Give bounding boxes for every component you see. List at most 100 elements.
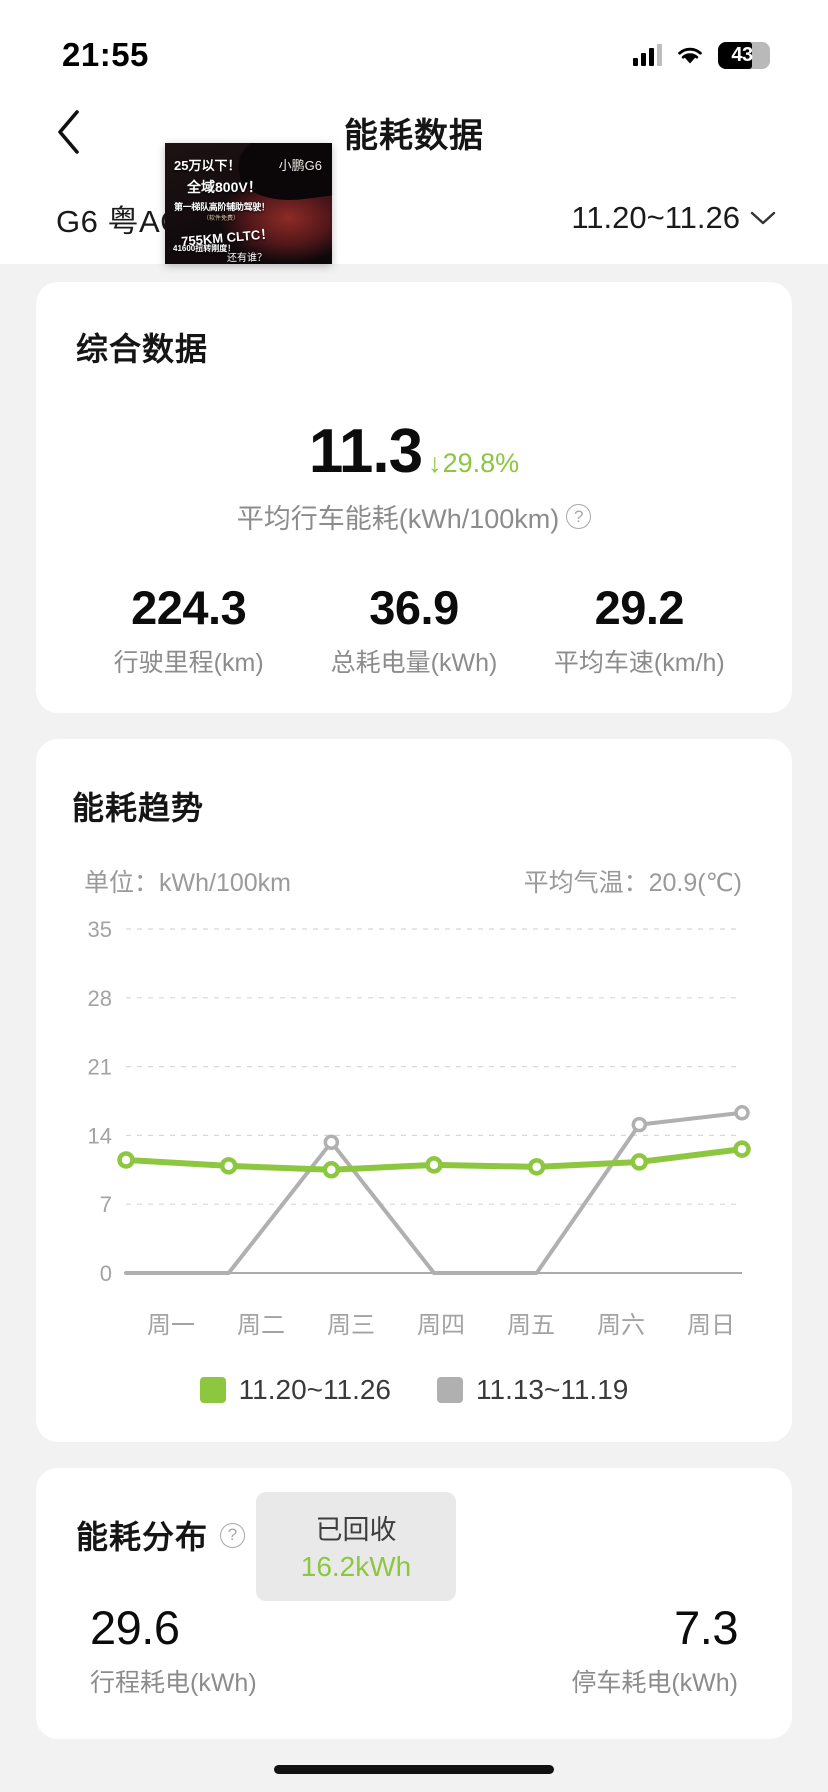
distribution-card-title: 能耗分布 xyxy=(76,1519,209,1555)
stat-label: 总耗电量(kWh) xyxy=(330,649,498,677)
legend-item-current[interactable]: 11.20~11.26 xyxy=(199,1374,391,1406)
toast-value: 16.2kWh xyxy=(300,1551,412,1582)
x-axis-tick-label: 周五 xyxy=(507,1312,555,1339)
status-icons: 43 xyxy=(633,41,770,69)
hero-label-row: 平均行车能耗(kWh/100km) ? xyxy=(76,497,752,536)
dist-value: 29.6 xyxy=(90,1601,180,1654)
video-caption-3: 第一梯队高阶辅助驾驶！ xyxy=(174,202,270,212)
x-axis-tick-label: 周三 xyxy=(327,1312,375,1339)
summary-card: 综合数据 11.3 ↓ 29.8% 平均行车能耗(kWh/100km) ? 22… xyxy=(36,282,792,713)
chart-point xyxy=(323,1134,340,1151)
date-range-selector[interactable]: 11.20~11.26 xyxy=(571,200,776,236)
dist-trip-energy: 29.6 行程耗电(kWh) xyxy=(76,1600,306,1699)
stat-label: 平均车速(km/h) xyxy=(553,649,725,677)
chart-gridlines xyxy=(126,928,742,1274)
stat-value: 224.3 xyxy=(131,581,247,634)
chart-point xyxy=(117,1151,135,1169)
stat-value: 36.9 xyxy=(369,581,459,634)
trend-unit-label: 单位：kWh/100km xyxy=(84,869,291,897)
chart-point xyxy=(630,1153,649,1171)
status-bar: 21:55 43 xyxy=(0,0,828,92)
hero-metric: 11.3 ↓ 29.8% 平均行车能耗(kWh/100km) ? xyxy=(76,416,752,536)
stat-avg-speed: 29.2 平均车速(km/h) xyxy=(527,580,752,679)
chart-x-axis-labels: 周一 周二 周三 周四 周五 周六 周日 xyxy=(72,1305,756,1340)
scroll-content[interactable]: 综合数据 11.3 ↓ 29.8% 平均行车能耗(kWh/100km) ? 22… xyxy=(0,264,828,1792)
chart-point xyxy=(322,1161,341,1179)
chart-point xyxy=(425,1156,443,1174)
trend-temp-label: 平均气温：20.9(℃) xyxy=(523,869,742,897)
hero-value: 11.3 xyxy=(308,417,423,486)
svg-text:28: 28 xyxy=(88,986,112,1011)
question-mark-icon[interactable]: ? xyxy=(566,504,592,529)
x-axis-tick-label: 周二 xyxy=(237,1312,285,1339)
legend-swatch xyxy=(437,1377,463,1403)
page-title: 能耗数据 xyxy=(344,116,484,155)
legend-swatch xyxy=(199,1377,226,1403)
legend-item-previous[interactable]: 11.13~11.19 xyxy=(437,1374,628,1406)
stat-distance: 224.3 行驶里程(km) xyxy=(76,580,301,679)
dist-label: 行程耗电(kWh) xyxy=(90,1669,257,1697)
video-caption-2: 全域800V！ xyxy=(187,179,262,195)
question-mark-icon[interactable]: ? xyxy=(220,1522,246,1548)
home-indicator[interactable] xyxy=(274,1765,554,1774)
summary-card-title: 综合数据 xyxy=(76,331,209,367)
svg-text:21: 21 xyxy=(88,1055,112,1080)
arrow-down-icon: ↓ xyxy=(428,448,442,478)
cellular-signal-icon xyxy=(633,44,662,66)
chart-series xyxy=(117,1105,751,1275)
x-axis-tick-label: 周四 xyxy=(417,1312,465,1339)
video-caption-4: （软件免费） xyxy=(203,216,240,222)
vehicle-selector-row: G6 粤AC 11.20~11.26 xyxy=(0,172,828,264)
chart-svg: 0 7 14 21 28 35 xyxy=(88,919,751,1286)
chart-point xyxy=(734,1105,750,1121)
svg-text:14: 14 xyxy=(88,1123,112,1148)
video-caption-6: 41600扭转刚度！ xyxy=(173,244,236,253)
video-brand-label: 小鹏G6 xyxy=(278,158,322,173)
vehicle-name[interactable]: G6 粤AC xyxy=(56,203,184,239)
picture-in-picture-video[interactable]: 小鹏G6 25万以下！ 全域800V！ 第一梯队高阶辅助驾驶！ （软件免费） 7… xyxy=(165,143,332,264)
legend-label: 11.13~11.19 xyxy=(476,1374,629,1405)
battery-level: 43 xyxy=(731,43,753,66)
dist-label: 停车耗电(kWh) xyxy=(571,1669,738,1697)
svg-text:7: 7 xyxy=(100,1192,112,1217)
battery-icon: 43 xyxy=(718,41,770,69)
x-axis-tick-label: 周六 xyxy=(597,1312,645,1339)
dist-spacer xyxy=(306,1600,522,1699)
chevron-left-icon xyxy=(58,110,79,154)
chart-point xyxy=(631,1116,648,1133)
distribution-card: 能耗分布 ? 29.6 行程耗电(kWh) 7.3 停车耗电(kWh) xyxy=(36,1468,792,1739)
video-caption-1: 25万以下！ xyxy=(174,158,241,173)
recovered-energy-toast: 已回收 16.2kWh xyxy=(256,1492,456,1601)
svg-text:0: 0 xyxy=(100,1261,112,1286)
chart-point xyxy=(219,1157,238,1175)
x-axis-tick-label: 周日 xyxy=(687,1312,735,1339)
hero-delta-value: 29.8% xyxy=(442,448,520,478)
stat-total-energy: 36.9 总耗电量(kWh) xyxy=(301,580,526,679)
svg-text:35: 35 xyxy=(88,919,112,942)
status-time: 21:55 xyxy=(62,36,149,73)
date-range-label: 11.20~11.26 xyxy=(571,200,740,235)
hero-label: 平均行车能耗(kWh/100km) xyxy=(236,504,560,534)
wifi-icon xyxy=(678,47,702,64)
dist-value: 7.3 xyxy=(674,1601,738,1654)
chart-point xyxy=(733,1140,751,1158)
chart-line xyxy=(124,1110,744,1275)
trend-card-title: 能耗趋势 xyxy=(72,790,205,826)
distribution-title-row: 能耗分布 ? xyxy=(76,1512,752,1558)
energy-trend-chart: 0 7 14 21 28 35 xyxy=(72,919,756,1299)
legend-label: 11.20~11.26 xyxy=(238,1374,391,1405)
video-caption-7: 还有谁？ xyxy=(227,253,267,264)
toast-title: 已回收 xyxy=(315,1515,397,1545)
nav-bar: 能耗数据 xyxy=(0,92,828,172)
chart-y-axis-labels: 0 7 14 21 28 35 xyxy=(88,919,112,1286)
distribution-stats: 29.6 行程耗电(kWh) 7.3 停车耗电(kWh) xyxy=(76,1600,752,1699)
trend-card: 能耗趋势 单位：kWh/100km 平均气温：20.9(℃) 0 7 14 21 28 3… xyxy=(36,739,792,1442)
dist-park-energy: 7.3 停车耗电(kWh) xyxy=(522,1600,752,1699)
trend-meta: 单位：kWh/100km 平均气温：20.9(℃) xyxy=(72,863,756,899)
summary-stats: 224.3 行驶里程(km) 36.9 总耗电量(kWh) 29.2 平均车速(… xyxy=(76,580,752,679)
x-axis-tick-label: 周一 xyxy=(147,1312,195,1339)
back-button[interactable] xyxy=(44,107,94,157)
stat-value: 29.2 xyxy=(594,581,685,634)
stat-label: 行驶里程(km) xyxy=(113,649,264,677)
